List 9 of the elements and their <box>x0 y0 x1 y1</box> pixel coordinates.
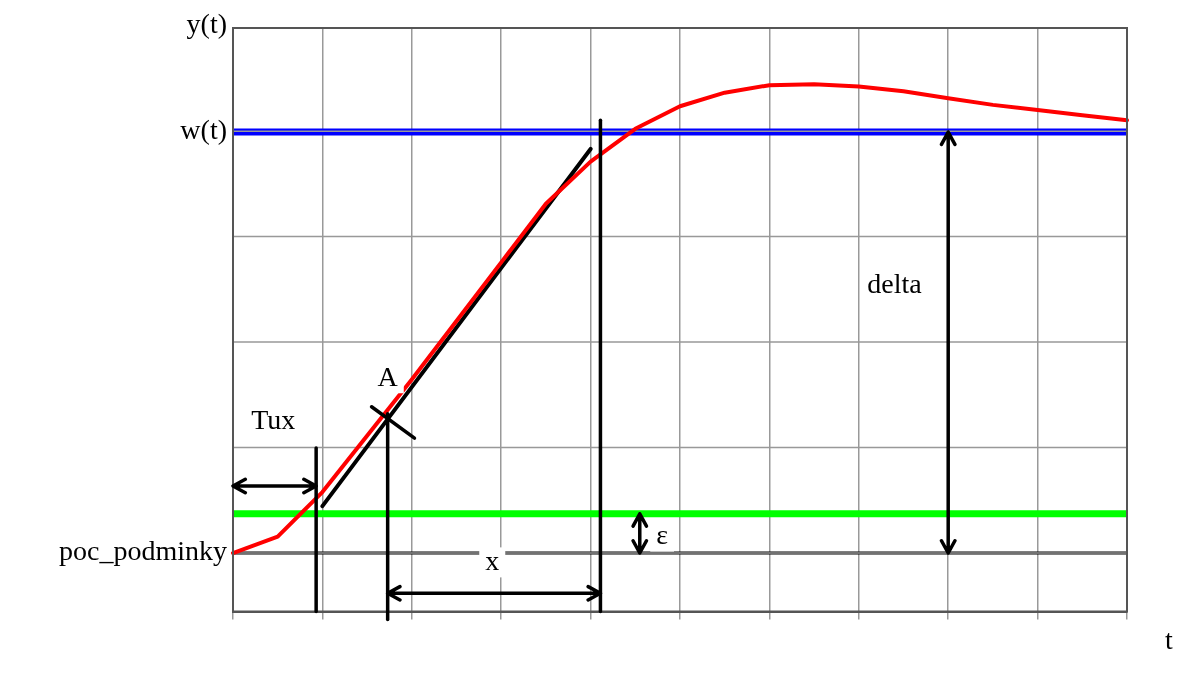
y-axis-title: y(t) <box>186 8 227 40</box>
annotation: delta <box>867 268 923 300</box>
annotation: ε <box>656 518 668 550</box>
annotation: A <box>377 360 399 392</box>
x-axis-title: t <box>1165 623 1174 655</box>
ref-line-label: poc_podminky <box>59 535 227 567</box>
annotation: x <box>485 544 500 576</box>
ref-line-label: w(t) <box>180 114 227 146</box>
annotation: Tux <box>251 404 296 436</box>
